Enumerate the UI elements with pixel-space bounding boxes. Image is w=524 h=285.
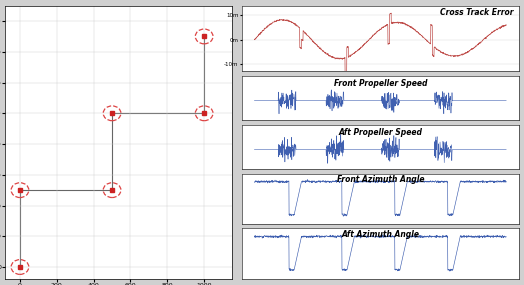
Text: Aft Propeller Speed: Aft Propeller Speed — [339, 128, 422, 137]
Text: Front Azimuth Angle: Front Azimuth Angle — [336, 175, 424, 184]
Text: Front Propeller Speed: Front Propeller Speed — [334, 79, 427, 88]
Text: Aft Azimuth Angle: Aft Azimuth Angle — [341, 230, 419, 239]
Text: Cross Track Error: Cross Track Error — [440, 8, 513, 17]
